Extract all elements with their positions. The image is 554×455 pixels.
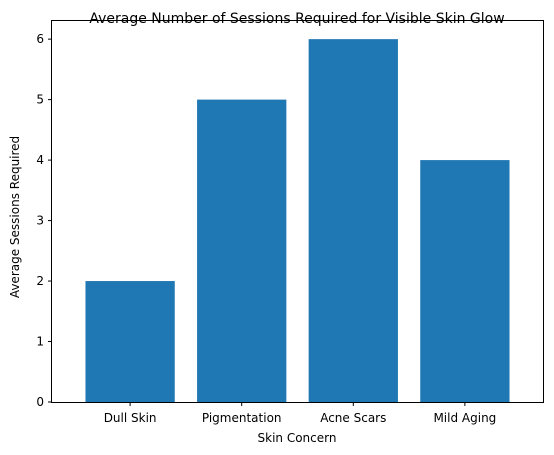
chart-title: Average Number of Sessions Required for … [89,11,504,27]
bar [420,160,510,402]
x-axis-label: Skin Concern [258,431,337,445]
bar [85,281,175,402]
bar [308,39,398,403]
plot-frame [51,20,544,403]
x-tick-label: Pigmentation [202,411,282,425]
x-axis-ticks: Dull Skin Pigmentation Acne Scars Mild Agin… [104,402,496,425]
x-tick-label: Mild Aging [433,411,496,425]
bars-group [85,39,510,403]
bar [197,99,287,402]
y-axis-ticks: 0 1 2 3 4 5 6 [36,32,52,409]
y-tick-label: 2 [36,274,44,288]
y-axis-label: Average Sessions Required [8,136,22,298]
y-tick-label: 5 [36,93,44,107]
y-tick-label: 0 [36,395,44,409]
x-tick-label: Acne Scars [320,411,386,425]
y-tick-label: 1 [36,335,44,349]
x-tick-label: Dull Skin [104,411,157,425]
y-tick-label: 6 [36,32,44,46]
y-tick-label: 3 [36,214,44,228]
y-tick-label: 4 [36,153,44,167]
